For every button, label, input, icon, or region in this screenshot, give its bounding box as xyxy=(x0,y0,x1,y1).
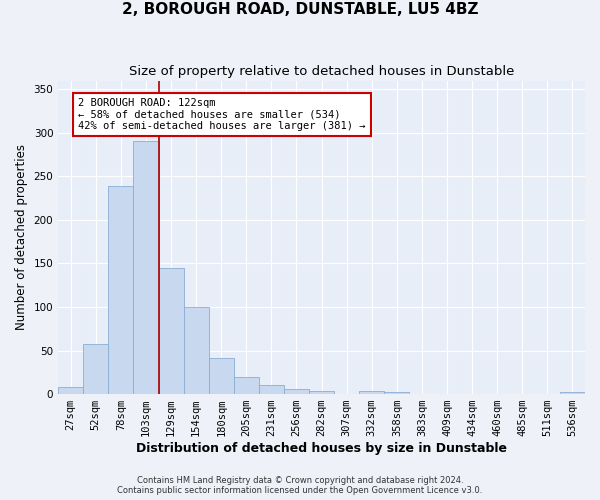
Bar xyxy=(58,387,83,394)
Bar xyxy=(184,307,209,394)
Bar xyxy=(133,140,158,394)
Bar xyxy=(560,392,585,394)
Bar xyxy=(209,358,234,394)
Bar xyxy=(359,390,385,394)
Y-axis label: Number of detached properties: Number of detached properties xyxy=(15,144,28,330)
Bar xyxy=(385,392,409,394)
Bar xyxy=(158,268,184,394)
Bar xyxy=(284,389,309,394)
Bar xyxy=(234,376,259,394)
X-axis label: Distribution of detached houses by size in Dunstable: Distribution of detached houses by size … xyxy=(136,442,507,455)
Text: 2 BOROUGH ROAD: 122sqm
← 58% of detached houses are smaller (534)
42% of semi-de: 2 BOROUGH ROAD: 122sqm ← 58% of detached… xyxy=(78,98,366,131)
Text: 2, BOROUGH ROAD, DUNSTABLE, LU5 4BZ: 2, BOROUGH ROAD, DUNSTABLE, LU5 4BZ xyxy=(122,2,478,18)
Bar xyxy=(309,390,334,394)
Title: Size of property relative to detached houses in Dunstable: Size of property relative to detached ho… xyxy=(129,65,514,78)
Bar xyxy=(259,386,284,394)
Bar xyxy=(83,344,109,394)
Text: Contains HM Land Registry data © Crown copyright and database right 2024.
Contai: Contains HM Land Registry data © Crown c… xyxy=(118,476,482,495)
Bar xyxy=(109,186,133,394)
